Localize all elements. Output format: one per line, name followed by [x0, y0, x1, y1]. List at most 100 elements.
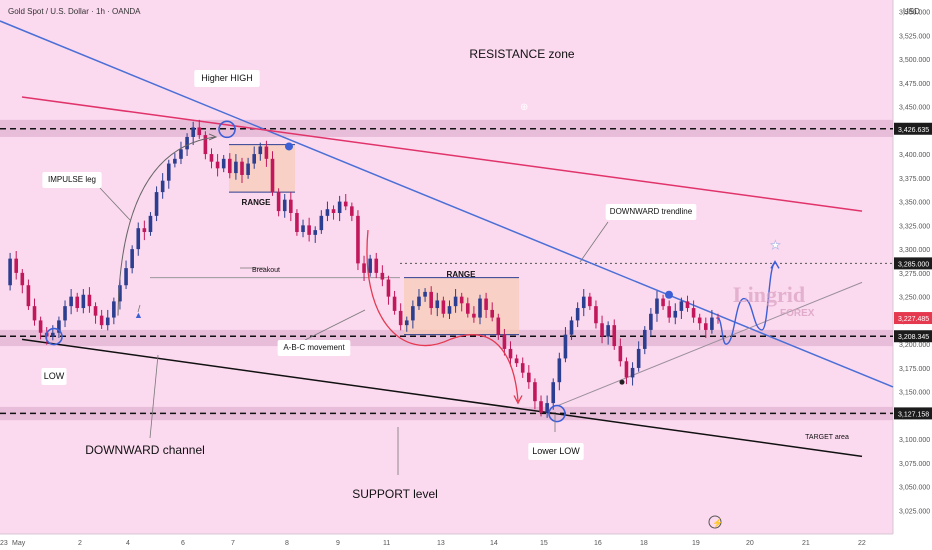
- candle-body: [673, 310, 678, 318]
- pivot-dot: [665, 290, 673, 299]
- downward-channel-label: DOWNWARD channel: [85, 443, 205, 457]
- candle-body: [8, 258, 12, 286]
- candle-body: [81, 294, 86, 309]
- projection-path: [717, 262, 776, 345]
- candle-body: [697, 317, 702, 324]
- candle-body: [594, 306, 598, 324]
- price-tag: [894, 312, 932, 325]
- candle-body: [148, 215, 153, 233]
- y-tick-label: 3,500.000: [899, 57, 930, 64]
- candle-body: [411, 306, 415, 321]
- time-axis[interactable]: May 2 4 6 7 8 9 11 13 14 15 16 18 19 20 21 22 23: [0, 540, 866, 547]
- watermark-brand: Lingrid: [733, 282, 805, 307]
- candle-body: [350, 206, 354, 216]
- candle-body: [57, 320, 61, 333]
- low-label-box: [41, 368, 67, 385]
- x-tick-label: 8: [285, 540, 289, 547]
- candle-body: [356, 215, 360, 264]
- low-label-group: LOW: [41, 368, 67, 385]
- candle-body: [392, 296, 397, 311]
- candle-body: [600, 323, 604, 337]
- currency-label: USD: [903, 7, 920, 16]
- target-area-label: TARGET area: [805, 434, 849, 441]
- lightning-icon[interactable]: [708, 515, 722, 529]
- price-tag-label: 3,208.345: [898, 334, 929, 341]
- price-axis[interactable]: 3,025.000 3,050.000 3,075.000 3,100.000 3,12…: [894, 10, 932, 516]
- x-tick-label: 9: [336, 540, 340, 547]
- price-tag-label: 3,227.485: [898, 316, 929, 323]
- candle-body: [533, 382, 537, 402]
- impulse-leg-label-group: IMPULSE leg: [42, 172, 102, 188]
- y-tick-label: 3,050.000: [899, 485, 930, 492]
- candle-body: [51, 332, 55, 337]
- candle-body: [166, 163, 171, 181]
- candle-body: [75, 296, 80, 309]
- lines-layer: [0, 20, 894, 458]
- candle-body: [38, 320, 43, 333]
- candle-body: [539, 401, 543, 413]
- candle-body: [557, 358, 562, 383]
- candle-body: [569, 320, 574, 335]
- label-pointer: [149, 354, 159, 439]
- y-tick-label: 3,175.000: [899, 366, 930, 373]
- candle-body: [313, 230, 318, 235]
- candle-body: [234, 161, 238, 174]
- x-tick-label: 22: [858, 540, 866, 547]
- rising-support-line: [556, 281, 863, 407]
- price-tag-label: 3,285.000: [898, 261, 929, 268]
- y-tick-label: 3,450.000: [899, 105, 930, 112]
- higher-high-label-box: [194, 70, 260, 87]
- downward-trendline: [0, 20, 894, 388]
- candle-body: [374, 258, 379, 273]
- time-axis-background: [0, 534, 893, 550]
- candle-body: [435, 300, 440, 309]
- y-tick-label: 3,325.000: [899, 223, 930, 230]
- candle-body: [240, 161, 244, 175]
- candle-body: [386, 279, 391, 297]
- channel-line: [21, 338, 863, 458]
- candle-body: [191, 127, 195, 137]
- candle-body: [642, 329, 647, 349]
- pivot-dot: [619, 379, 625, 385]
- candle-body: [636, 348, 641, 368]
- support-zone: [0, 406, 893, 421]
- price-tag-label: 3,127.158: [898, 411, 929, 418]
- y-tick-label: 3,375.000: [899, 176, 930, 183]
- candle-body: [368, 258, 372, 273]
- candle-body: [362, 263, 366, 273]
- candle-body: [447, 306, 452, 314]
- price-tag: [894, 122, 932, 135]
- candle-body: [551, 382, 556, 404]
- downward-channel-label-group: DOWNWARD channel: [85, 443, 205, 457]
- y-tick-label: 3,150.000: [899, 390, 930, 397]
- x-tick-label: May: [12, 540, 26, 547]
- symbol-title: Gold Spot / U.S. Dollar · 1h · OANDA: [8, 7, 141, 16]
- candle-body: [655, 298, 659, 314]
- candle-body: [258, 146, 263, 155]
- candle-body: [429, 291, 433, 309]
- candle-body: [472, 313, 476, 318]
- candles-layer: [8, 119, 720, 418]
- candle-body: [173, 158, 177, 164]
- resistance-zone-label-group: RESISTANCE zone: [469, 47, 574, 61]
- range-2-label-group: RANGE: [447, 270, 477, 279]
- candle-body: [289, 199, 293, 214]
- downward-trendline-label-group: DOWNWARD trendline: [605, 204, 697, 220]
- label-pointer: [99, 187, 131, 221]
- candle-body: [307, 225, 311, 235]
- candle-body: [423, 291, 427, 297]
- target-star-icon: ★: [770, 238, 781, 252]
- label-pointer: [304, 309, 366, 341]
- candle-body: [93, 306, 98, 316]
- candle-body: [160, 180, 165, 193]
- candle-body: [459, 296, 464, 304]
- y-tick-label: 3,300.000: [899, 247, 930, 254]
- candle-body: [185, 136, 189, 150]
- candle-body: [14, 258, 19, 273]
- candle-body: [380, 272, 385, 280]
- candle-body: [453, 296, 458, 307]
- y-tick-label: 3,350.000: [899, 200, 930, 207]
- candle-body: [398, 310, 403, 326]
